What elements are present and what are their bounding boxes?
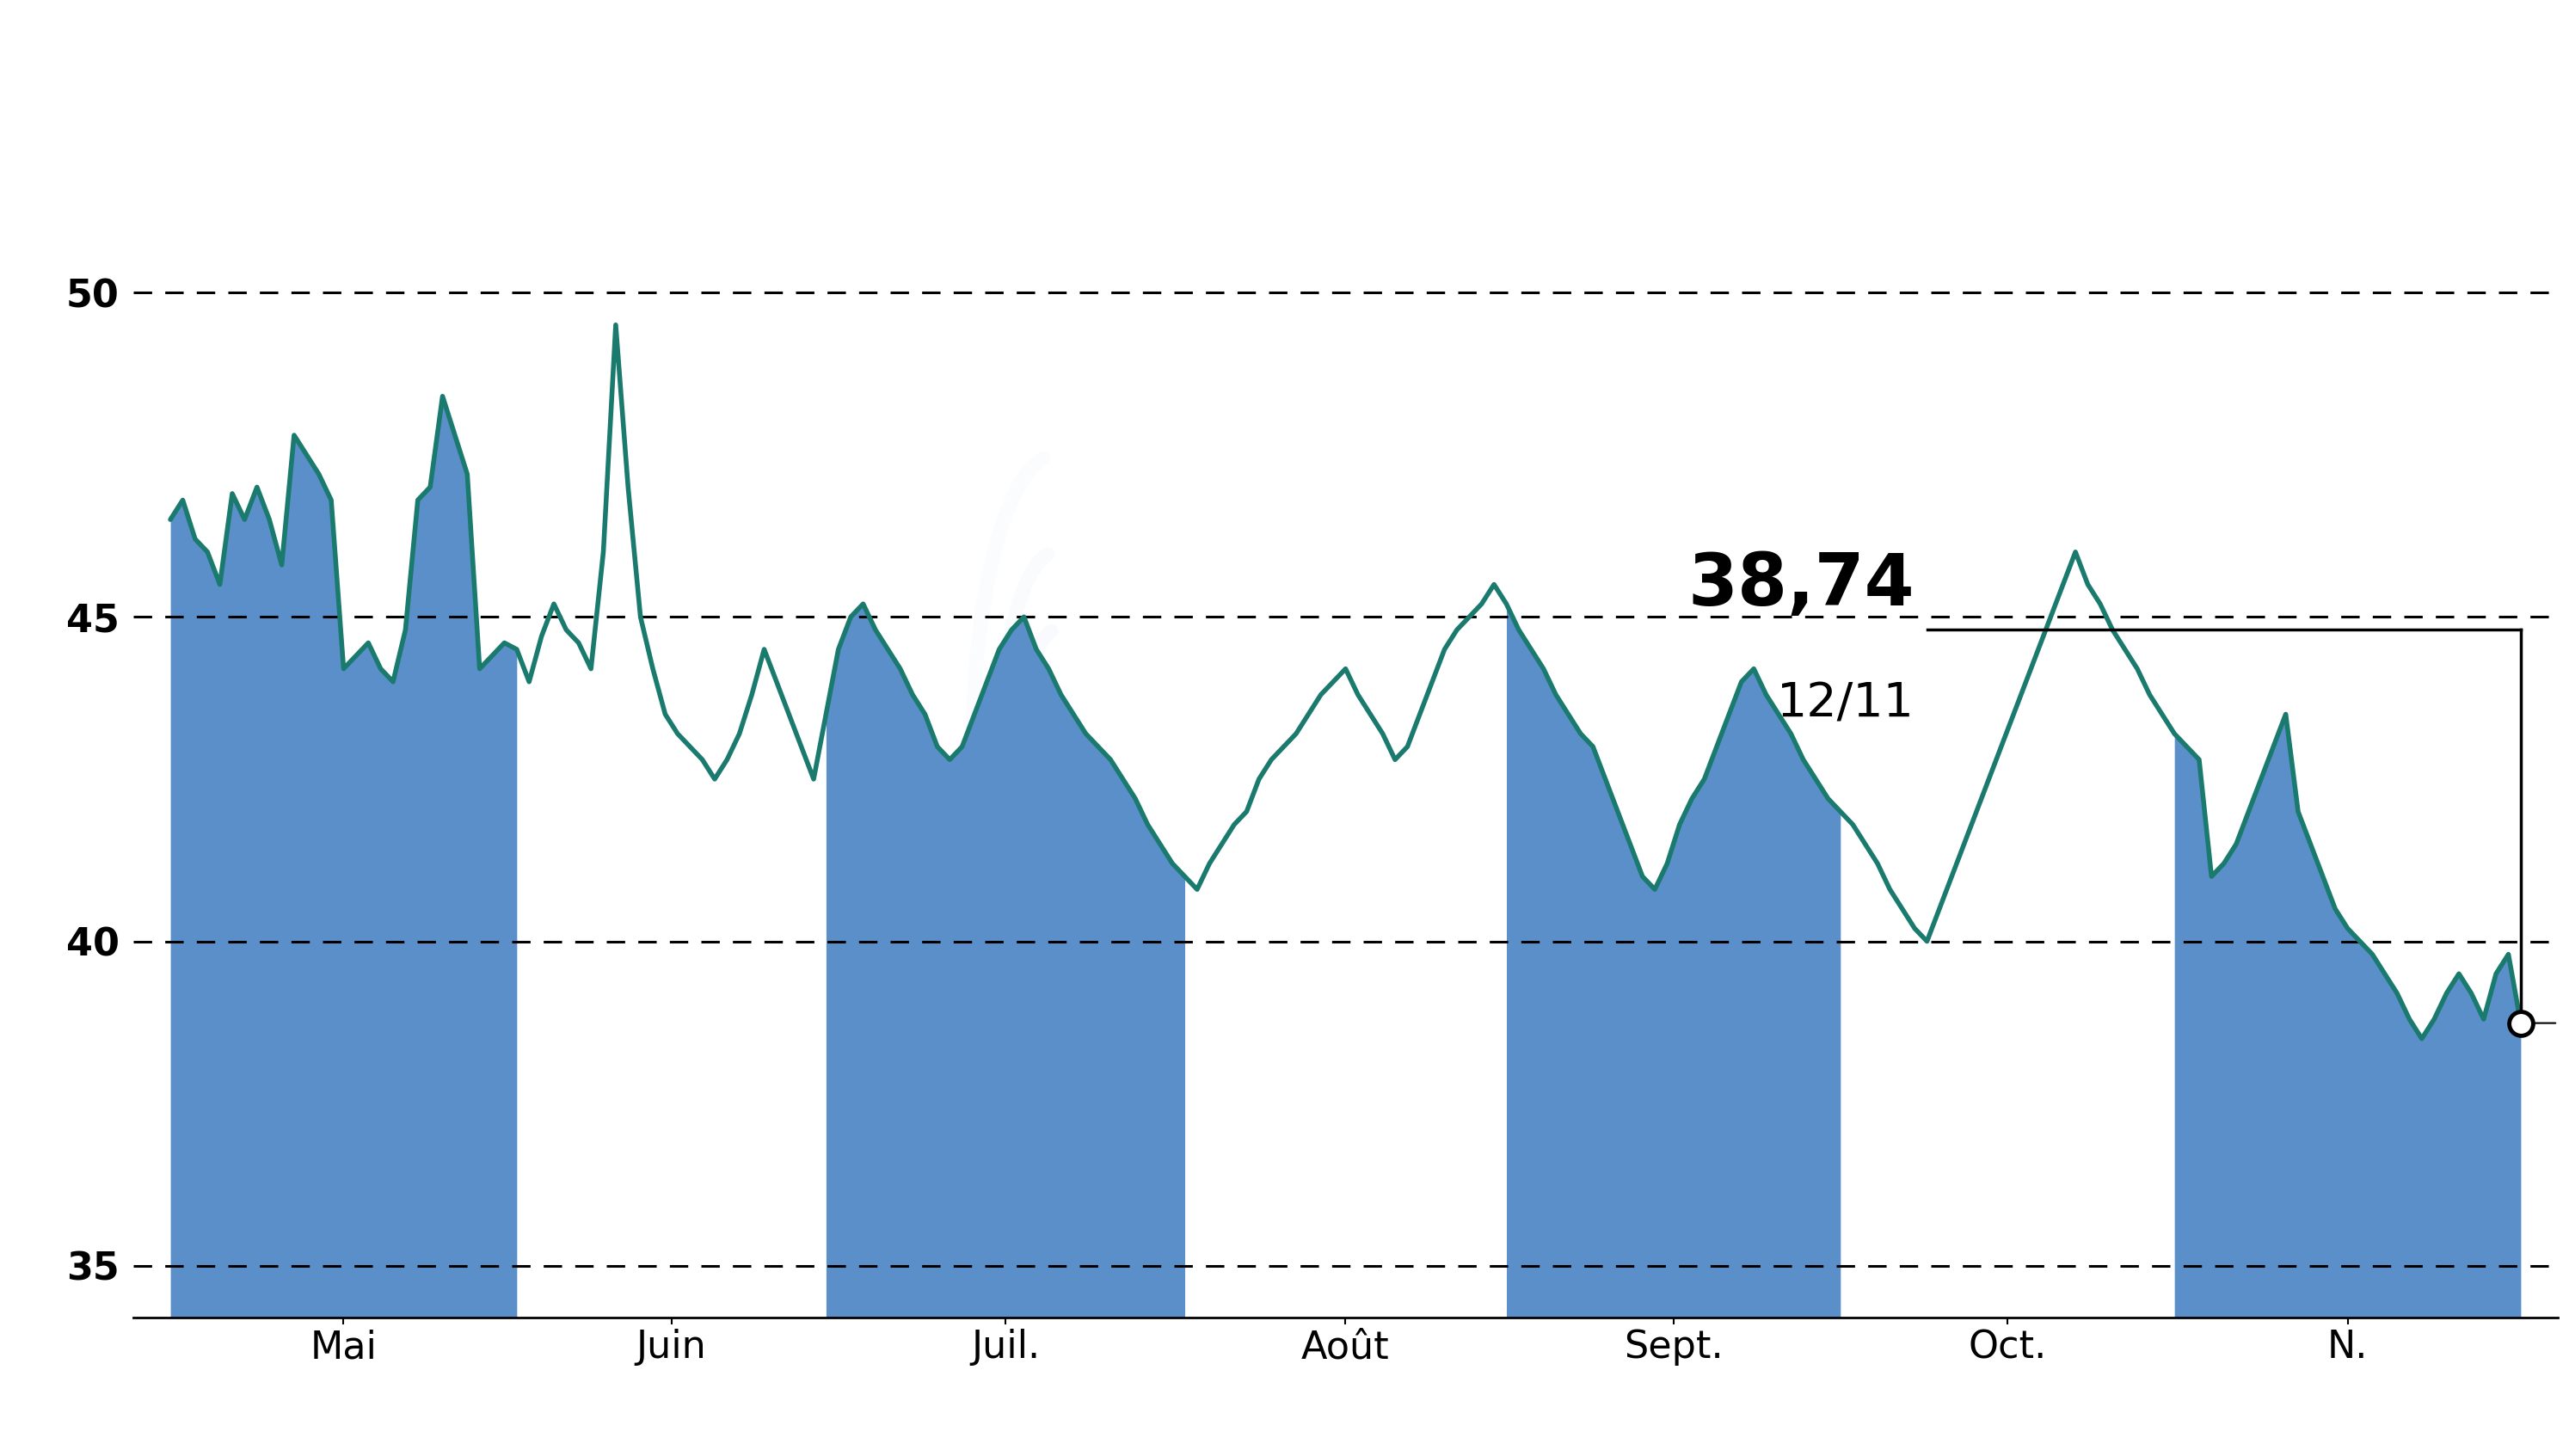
Text: 38,74: 38,74	[1689, 550, 1915, 620]
Text: 12/11: 12/11	[1776, 681, 1915, 727]
Text: Eckert & Ziegler Strahlen- und Medizintechnik AG: Eckert & Ziegler Strahlen- und Medizinte…	[77, 47, 2486, 131]
